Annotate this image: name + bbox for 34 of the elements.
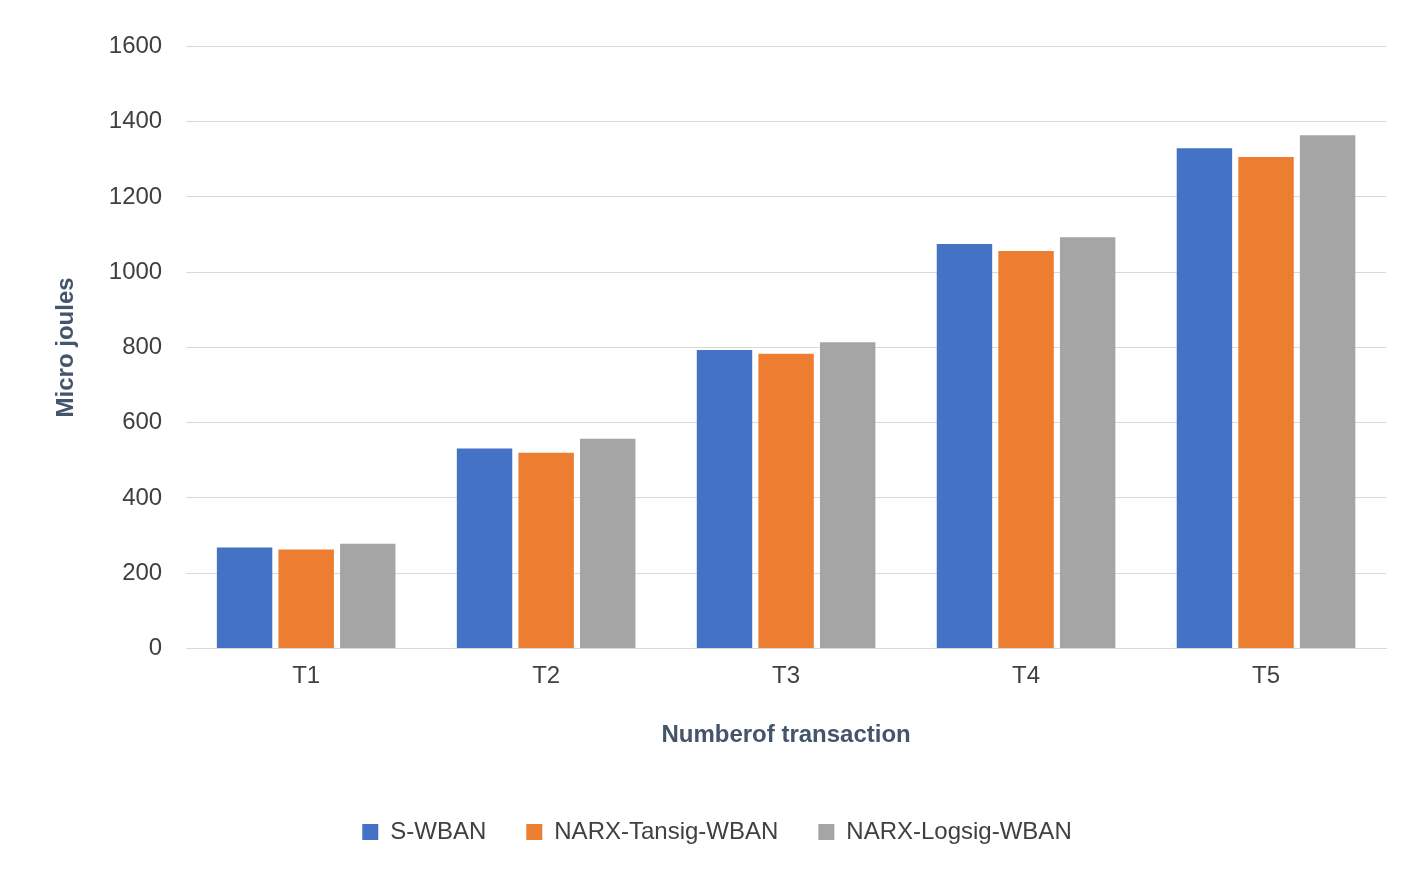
bar xyxy=(518,452,574,648)
y-tick-label: 0 xyxy=(148,633,163,661)
bar xyxy=(819,342,876,648)
x-tick-label: T1 xyxy=(292,661,321,689)
y-tick-label: 200 xyxy=(122,557,163,585)
y-tick-label: 1200 xyxy=(108,181,163,209)
bar xyxy=(1238,157,1294,648)
y-axis-title: Micro joules xyxy=(51,277,79,418)
y-tick-label: 600 xyxy=(122,407,163,435)
y-tick-label: 1400 xyxy=(108,106,163,134)
bar xyxy=(696,350,753,648)
bar xyxy=(936,243,993,648)
x-tick-label: T3 xyxy=(772,661,801,689)
bar xyxy=(340,543,396,648)
bar xyxy=(216,547,273,648)
y-tick-label: 400 xyxy=(122,482,163,510)
y-tick-label: 1000 xyxy=(108,256,163,284)
bar xyxy=(1176,148,1233,648)
x-axis-title: Numberof transaction xyxy=(661,720,911,748)
bar xyxy=(998,251,1054,648)
y-tick-label: 1600 xyxy=(108,31,163,59)
x-tick-label: T4 xyxy=(1012,661,1041,689)
x-tick-label: T2 xyxy=(532,661,561,689)
legend-label: NARX-Logsig-WBAN xyxy=(846,816,1072,844)
legend-label: NARX-Tansig-WBAN xyxy=(554,816,779,844)
bar xyxy=(456,448,513,648)
x-tick-label: T5 xyxy=(1252,661,1281,689)
bar xyxy=(758,353,814,648)
y-tick-label: 800 xyxy=(122,332,163,360)
bar xyxy=(278,549,334,648)
legend-label: S-WBAN xyxy=(390,816,487,844)
bar xyxy=(1299,135,1356,648)
bar xyxy=(1059,237,1116,648)
bar xyxy=(580,438,636,648)
